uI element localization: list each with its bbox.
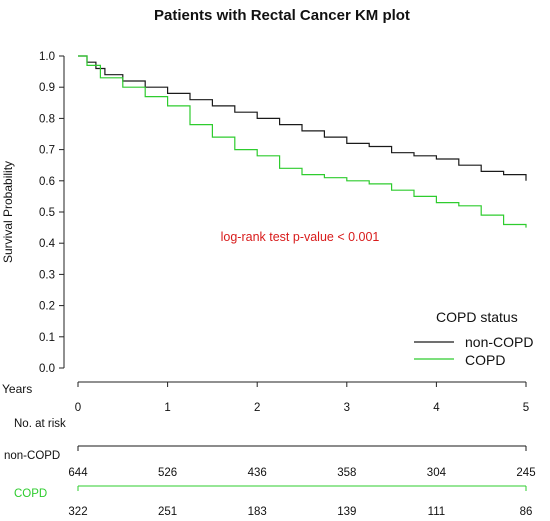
legend-title: COPD status <box>436 309 518 325</box>
risk-count-non-copd-0: 644 <box>68 467 88 479</box>
risk-count-non-copd-5: 245 <box>516 467 535 479</box>
pvalue-annotation: log-rank test p-value < 0.001 <box>221 230 380 244</box>
y-axis-label: Survival Probability <box>1 161 15 263</box>
x-axis: 0 1 2 3 4 5 Years <box>2 381 529 414</box>
survival-curves <box>78 55 527 228</box>
legend-label-copd: COPD <box>465 352 505 368</box>
risk-row-label-non-copd: non-COPD <box>4 450 60 462</box>
risk-count-copd-0: 322 <box>68 506 87 518</box>
risk-table: No. at risk non-COPD 644 526 436 358 304… <box>4 418 536 518</box>
risk-count-copd-2: 183 <box>248 506 267 518</box>
y-tick-label: 0.5 <box>39 207 55 219</box>
x-tick-label: 0 <box>75 402 81 414</box>
risk-row-label-copd: COPD <box>14 488 47 500</box>
legend-label-non-copd: non-COPD <box>465 334 533 350</box>
risk-count-copd-3: 139 <box>337 506 356 518</box>
legend: COPD status non-COPD COPD <box>414 309 533 368</box>
y-tick-label: 0.9 <box>39 82 55 94</box>
y-axis: 0.0 0.1 0.2 0.3 0.4 0.5 0.6 0.7 0.8 0.9 1.0 Surviv… <box>1 51 65 375</box>
risk-count-non-copd-4: 304 <box>427 467 447 479</box>
x-tick-label: 5 <box>523 402 529 414</box>
y-tick-label: 0.8 <box>39 113 55 125</box>
y-tick-label: 0.0 <box>39 363 55 375</box>
x-ticks: 0 1 2 3 4 5 <box>75 382 529 414</box>
y-tick-label: 0.7 <box>39 145 55 157</box>
curve-copd <box>78 55 527 228</box>
x-tick-label: 3 <box>344 402 350 414</box>
x-tick-label: 4 <box>433 402 440 414</box>
y-tick-label: 0.6 <box>39 176 55 188</box>
y-tick-label: 0.1 <box>39 332 55 344</box>
risk-count-non-copd-1: 526 <box>158 467 177 479</box>
curve-non-copd <box>78 55 527 181</box>
risk-count-copd-5: 86 <box>520 506 533 518</box>
y-tick-label: 0.3 <box>39 269 55 281</box>
x-tick-label: 1 <box>164 402 170 414</box>
y-tick-label: 1.0 <box>39 51 55 63</box>
chart-title: Patients with Rectal Cancer KM plot <box>154 7 410 24</box>
x-tick-label: 2 <box>254 402 260 414</box>
y-tick-label: 0.4 <box>39 238 56 250</box>
risk-count-non-copd-3: 358 <box>337 467 356 479</box>
y-ticks: 0.0 0.1 0.2 0.3 0.4 0.5 0.6 0.7 0.8 0.9 1.0 <box>39 51 64 375</box>
risk-count-copd-1: 251 <box>158 506 177 518</box>
risk-count-non-copd-2: 436 <box>248 467 267 479</box>
x-axis-label: Years <box>2 382 32 396</box>
risk-count-copd-4: 111 <box>428 506 445 518</box>
risk-table-title: No. at risk <box>14 418 66 430</box>
y-tick-label: 0.2 <box>39 301 55 313</box>
